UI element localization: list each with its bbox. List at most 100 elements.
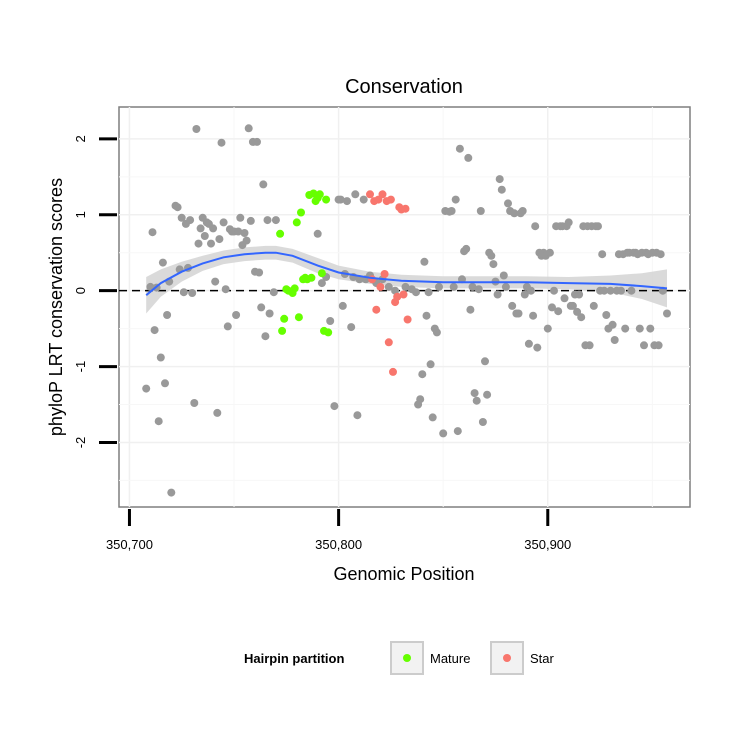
data-point-other [179, 288, 188, 297]
data-point-other [451, 195, 460, 204]
data-point-other [253, 137, 261, 146]
data-point-other [501, 282, 510, 291]
y-axis-title: phyloP LRT conservation scores [46, 178, 66, 436]
data-point-other [533, 343, 542, 352]
data-point-other [468, 282, 477, 291]
data-point-other [236, 213, 245, 222]
data-point-star [366, 190, 374, 199]
x-tick-label: 350,900 [524, 537, 571, 552]
data-point-other [148, 228, 157, 237]
data-point-mature [294, 313, 303, 322]
data-point-other [420, 257, 429, 266]
data-point-other [575, 290, 584, 299]
data-point-other [564, 218, 573, 227]
x-tick-label: 350,800 [315, 537, 362, 552]
data-point-other [244, 124, 253, 133]
data-point-other [156, 353, 165, 362]
data-point-star [399, 290, 408, 299]
data-point-other [359, 195, 368, 204]
data-point-other [529, 311, 538, 320]
data-point-other [194, 239, 203, 248]
data-point-other [524, 339, 533, 348]
data-point-other [347, 323, 356, 332]
data-point-other [196, 224, 205, 233]
data-point-other [326, 317, 335, 325]
data-point-other [219, 218, 228, 227]
data-point-other [424, 288, 433, 297]
data-point-other [514, 309, 523, 318]
series-star [366, 190, 412, 376]
data-point-other [186, 216, 195, 225]
data-point-other [343, 197, 351, 206]
data-point-other [617, 286, 625, 295]
data-point-mature [322, 195, 331, 204]
data-point-other [608, 320, 617, 329]
data-point-other [504, 199, 512, 208]
data-point-other [265, 309, 274, 318]
data-point-other [455, 144, 464, 153]
data-point-other [223, 322, 232, 331]
data-point-other [242, 236, 251, 245]
data-point-other [338, 301, 347, 310]
scatter-points [142, 124, 671, 497]
data-point-other [470, 389, 479, 398]
data-point-other [435, 282, 443, 291]
data-point-other [336, 195, 345, 204]
data-point-other [353, 411, 362, 420]
data-point-other [508, 301, 517, 310]
data-point-star [393, 292, 402, 301]
data-point-mature [307, 273, 316, 282]
data-point-other [177, 213, 186, 222]
y-tick-label: -2 [73, 437, 88, 449]
data-point-other [428, 413, 437, 422]
data-point-other [207, 239, 215, 248]
data-point-star [380, 270, 389, 278]
data-point-other [548, 303, 556, 312]
data-point-mature [315, 190, 324, 199]
data-point-other [481, 357, 489, 366]
data-point-other [493, 290, 502, 299]
legend: Hairpin partition Mature Star [244, 641, 555, 675]
data-point-other [192, 125, 201, 133]
data-point-other [602, 311, 611, 319]
data-point-other [351, 190, 360, 199]
data-point-other [483, 390, 492, 399]
data-point-other [209, 224, 218, 233]
data-point-other [246, 216, 255, 225]
data-point-other [142, 384, 151, 393]
data-point-other [240, 229, 249, 237]
data-point-other [200, 232, 209, 240]
data-point-other [520, 290, 529, 299]
data-point-star [376, 282, 385, 291]
data-point-other [474, 285, 483, 294]
data-point-mature [317, 269, 326, 278]
data-point-other [577, 313, 586, 322]
data-point-other [497, 185, 506, 194]
data-point-other [568, 301, 577, 310]
data-point-other [269, 288, 278, 297]
data-point-other [646, 324, 655, 333]
data-point-other [621, 324, 630, 333]
y-tick-label: 0 [73, 287, 88, 294]
data-point-mature [290, 284, 299, 293]
data-point-other [167, 488, 176, 497]
data-point-other [518, 207, 527, 215]
data-point-other [487, 251, 496, 260]
data-point-other [464, 153, 473, 162]
legend-label-mature: Mature [430, 651, 470, 666]
data-point-star [386, 195, 395, 204]
legend-marker-star [503, 654, 511, 662]
data-point-star [384, 338, 393, 347]
data-point-other [478, 418, 487, 426]
data-point-other [606, 286, 615, 295]
data-point-other [640, 341, 648, 350]
x-axis-title: Genomic Position [333, 564, 474, 584]
data-point-other [499, 271, 508, 280]
data-point-other [663, 309, 671, 318]
legend-marker-mature [403, 654, 411, 662]
y-tick-label: 1 [73, 211, 88, 218]
data-point-other [560, 294, 569, 303]
data-point-other [317, 279, 326, 288]
data-point-other [384, 282, 393, 291]
data-point-other [418, 370, 427, 379]
